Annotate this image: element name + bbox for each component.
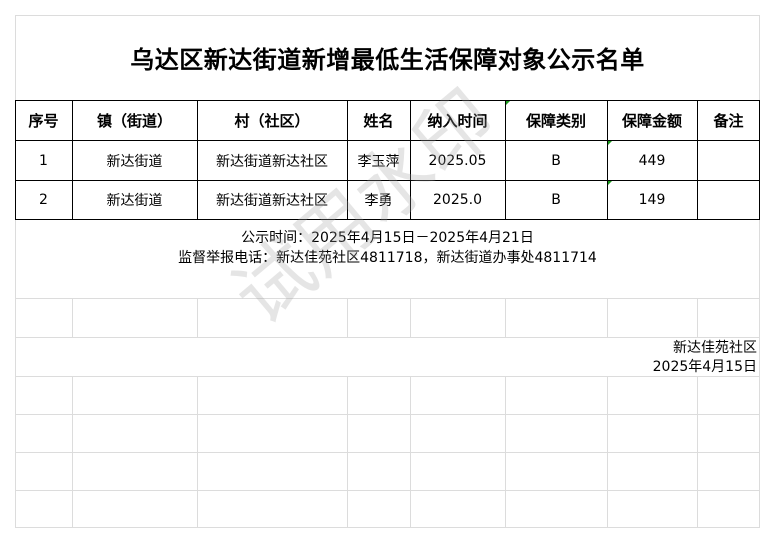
gridline	[15, 15, 16, 527]
gridline	[15, 490, 760, 491]
gridline	[197, 376, 198, 527]
gridline	[15, 414, 760, 415]
table-cell[interactable]: 新达街道	[106, 193, 163, 209]
gridline	[15, 337, 760, 338]
notice-block: 公示时间：2025年4月15日－2025年4月21日 监督举报电话：新达佳苑社区…	[15, 228, 760, 268]
signoff-date: 2025年4月15日	[652, 359, 757, 375]
table-border	[15, 219, 760, 220]
notice-period: 公示时间：2025年4月15日－2025年4月21日	[241, 230, 534, 246]
column-header: 纳入时间	[427, 112, 488, 130]
column-header: 备注	[713, 112, 744, 130]
column-header: 姓名	[363, 112, 394, 130]
gridline	[15, 527, 760, 528]
table-cell[interactable]: B	[551, 152, 561, 169]
table-border	[15, 180, 760, 181]
table-border	[410, 100, 411, 220]
gridline	[410, 298, 411, 337]
table-border	[607, 100, 608, 220]
cell-comment-marker-icon	[506, 101, 510, 105]
gridline	[347, 376, 348, 527]
gridline	[15, 452, 760, 453]
table-cell[interactable]: 449	[638, 152, 666, 169]
page-title: 乌达区新达街道新增最低生活保障对象公示名单	[130, 46, 645, 74]
cell-comment-marker-icon	[608, 141, 612, 145]
gridline	[759, 15, 760, 527]
table-cell[interactable]: 1	[39, 152, 48, 169]
table-cell[interactable]	[697, 181, 760, 219]
table-cell[interactable]: 李玉萍	[357, 153, 400, 170]
table-cell[interactable]: 新达街道	[106, 153, 163, 170]
gridline	[15, 298, 760, 299]
gridline	[505, 298, 506, 337]
gridline	[15, 376, 760, 377]
table-cell[interactable]: 李勇	[364, 193, 393, 209]
table-cell[interactable]	[697, 141, 760, 180]
signoff-block: 新达佳苑社区 2025年4月15日	[653, 339, 757, 377]
gridline	[72, 376, 73, 527]
gridline	[347, 298, 348, 337]
table-cell[interactable]: 2025.05	[428, 152, 487, 169]
column-header: 保障类别	[525, 112, 586, 130]
table-border	[759, 100, 760, 220]
gridline	[607, 376, 608, 527]
gridline	[697, 298, 698, 337]
table-cell[interactable]: 新达街道新达社区	[216, 153, 328, 170]
table-border	[15, 100, 16, 220]
table-cell[interactable]: B	[551, 192, 561, 208]
column-header: 镇（街道）	[96, 112, 172, 130]
table-border	[347, 100, 348, 220]
signoff-org: 新达佳苑社区	[673, 340, 757, 356]
table-border	[72, 100, 73, 220]
notice-phone: 监督举报电话：新达佳苑社区4811718，新达街道办事处4811714	[178, 250, 597, 266]
table-cell[interactable]: 149	[638, 192, 666, 208]
table-cell[interactable]: 2025.0	[433, 192, 482, 208]
column-header: 保障金额	[621, 112, 682, 130]
gridline	[607, 298, 608, 337]
column-header: 村（社区）	[234, 112, 310, 130]
table-cell[interactable]: 2	[39, 192, 48, 208]
table-border	[697, 100, 698, 220]
gridline	[697, 376, 698, 527]
table-border	[505, 100, 506, 220]
table-cell[interactable]: 新达街道新达社区	[216, 193, 328, 209]
gridline	[72, 298, 73, 337]
gridline	[15, 15, 760, 16]
table-border	[15, 140, 760, 141]
table-border	[15, 100, 760, 101]
cell-comment-marker-icon	[608, 181, 612, 185]
gridline	[197, 298, 198, 337]
gridline	[505, 376, 506, 527]
gridline	[410, 376, 411, 527]
table-border	[197, 100, 198, 220]
column-header: 序号	[28, 112, 59, 130]
